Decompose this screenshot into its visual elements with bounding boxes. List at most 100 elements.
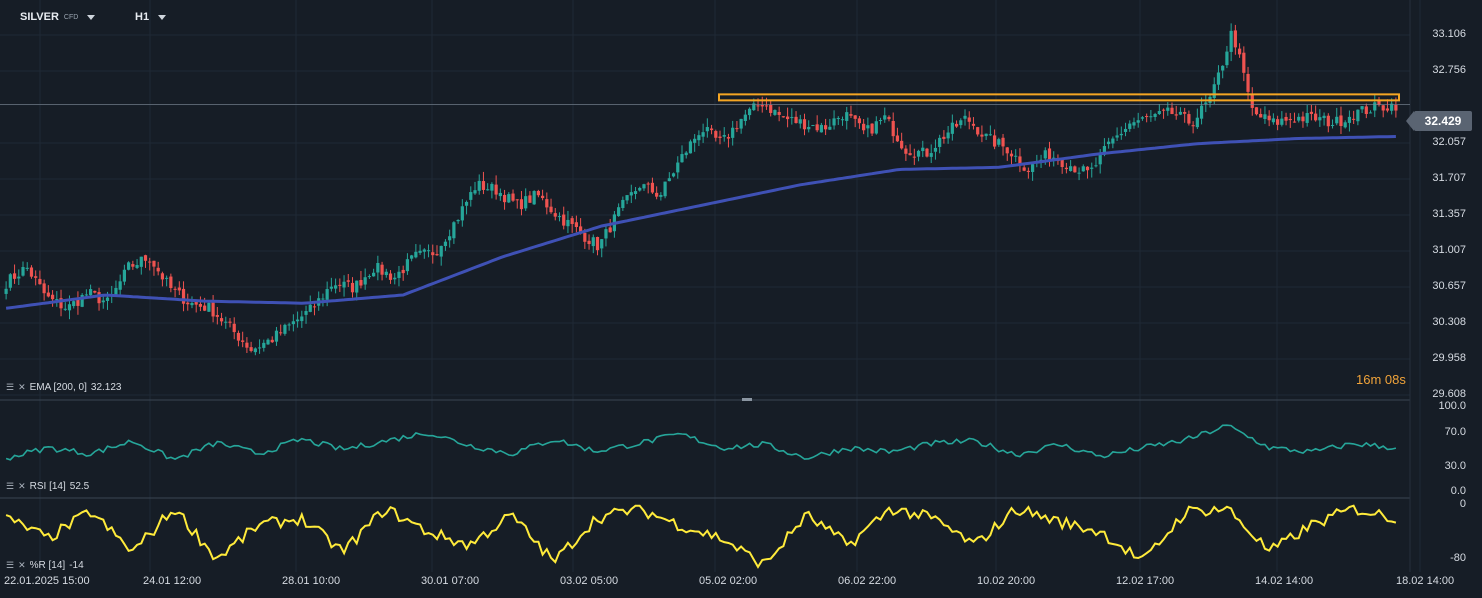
candle <box>908 153 912 156</box>
rsi-tick-label: 30.0 <box>1444 459 1466 472</box>
candle <box>794 116 798 123</box>
candle <box>1081 166 1085 172</box>
candle <box>866 125 870 129</box>
candle <box>743 114 747 121</box>
candle <box>705 127 709 132</box>
rsi-legend: ☰ ✕ RSI [14] 52.5 <box>6 481 89 492</box>
candle <box>1098 153 1102 165</box>
candle <box>350 282 355 293</box>
candle <box>329 286 333 289</box>
candle <box>857 118 862 124</box>
candle <box>1322 115 1326 119</box>
candle <box>274 330 279 342</box>
candle <box>1166 107 1170 111</box>
candle <box>1119 133 1123 136</box>
candle <box>1280 118 1284 125</box>
candle <box>1246 73 1250 92</box>
ema-value: 32.123 <box>90 382 122 393</box>
candle <box>270 339 274 343</box>
candle <box>642 184 646 189</box>
settings-icon[interactable]: ☰ <box>6 481 15 491</box>
candle <box>380 264 384 275</box>
candle <box>1242 52 1246 73</box>
candle <box>988 134 992 136</box>
candle <box>1394 104 1398 111</box>
candle <box>253 348 257 353</box>
candle <box>557 216 562 218</box>
candle <box>625 195 629 201</box>
candle <box>469 192 473 200</box>
candle <box>393 277 397 280</box>
price-tick-label: 29.958 <box>1432 351 1466 364</box>
close-icon[interactable]: ✕ <box>18 382 26 392</box>
candle <box>80 294 84 307</box>
candle <box>1174 114 1178 116</box>
candle <box>802 119 807 130</box>
candle <box>169 276 173 288</box>
candle <box>963 115 967 119</box>
candle <box>790 117 794 119</box>
candle <box>650 182 655 193</box>
candle <box>1140 117 1145 119</box>
candle <box>207 302 211 312</box>
time-tick-label: 14.02 14:00 <box>1255 575 1314 587</box>
candle <box>997 139 1001 145</box>
williams-tick-label: 0 <box>1459 498 1466 510</box>
close-icon[interactable]: ✕ <box>18 560 26 570</box>
candle <box>840 119 845 121</box>
settings-icon[interactable]: ☰ <box>6 382 15 392</box>
price-tick-label: 31.007 <box>1432 244 1466 257</box>
candle <box>824 125 828 130</box>
price-tick-label: 29.608 <box>1432 388 1466 400</box>
candle <box>515 199 519 201</box>
candle <box>439 245 443 257</box>
candle <box>1284 116 1288 121</box>
candle <box>747 108 752 116</box>
candle <box>1136 120 1140 123</box>
candle <box>1343 122 1347 128</box>
candle <box>249 347 253 351</box>
rsi-tick-label: 70.0 <box>1444 425 1466 438</box>
candle <box>473 190 477 194</box>
candle <box>600 239 604 249</box>
candle <box>1385 108 1390 111</box>
rsi-tick-label: 0.0 <box>1450 485 1466 497</box>
candle <box>304 311 308 315</box>
candle <box>431 252 435 256</box>
time-tick-label: 05.02 02:00 <box>699 575 758 587</box>
candle <box>574 222 578 228</box>
candle <box>836 118 840 120</box>
ema-label: EMA [200, 0] <box>29 382 87 393</box>
candle <box>308 304 312 312</box>
timeframe-selector[interactable]: H1 <box>135 11 167 23</box>
ema-legend: ☰ ✕ EMA [200, 0] 32.123 <box>6 382 121 393</box>
candle <box>245 342 249 348</box>
close-icon[interactable]: ✕ <box>18 481 26 491</box>
candle <box>363 277 367 285</box>
candle <box>1364 106 1368 114</box>
settings-icon[interactable]: ☰ <box>6 560 15 570</box>
candle <box>219 318 224 322</box>
candle <box>372 272 376 277</box>
candle <box>553 213 557 217</box>
candle <box>72 301 76 307</box>
candle <box>464 201 469 206</box>
candle <box>1094 165 1098 167</box>
candle <box>25 267 29 269</box>
candle <box>904 148 908 154</box>
candle <box>659 194 663 197</box>
candle <box>773 110 777 115</box>
candle <box>367 276 372 278</box>
candle <box>279 332 283 334</box>
candle <box>486 189 490 191</box>
candle <box>874 121 878 134</box>
symbol-selector[interactable]: SILVER CFD <box>20 11 96 23</box>
candle <box>12 273 17 279</box>
candle <box>591 237 595 247</box>
williams-value: -14 <box>69 560 84 571</box>
candle <box>1309 111 1314 114</box>
candle <box>76 299 80 306</box>
candle <box>524 196 528 209</box>
